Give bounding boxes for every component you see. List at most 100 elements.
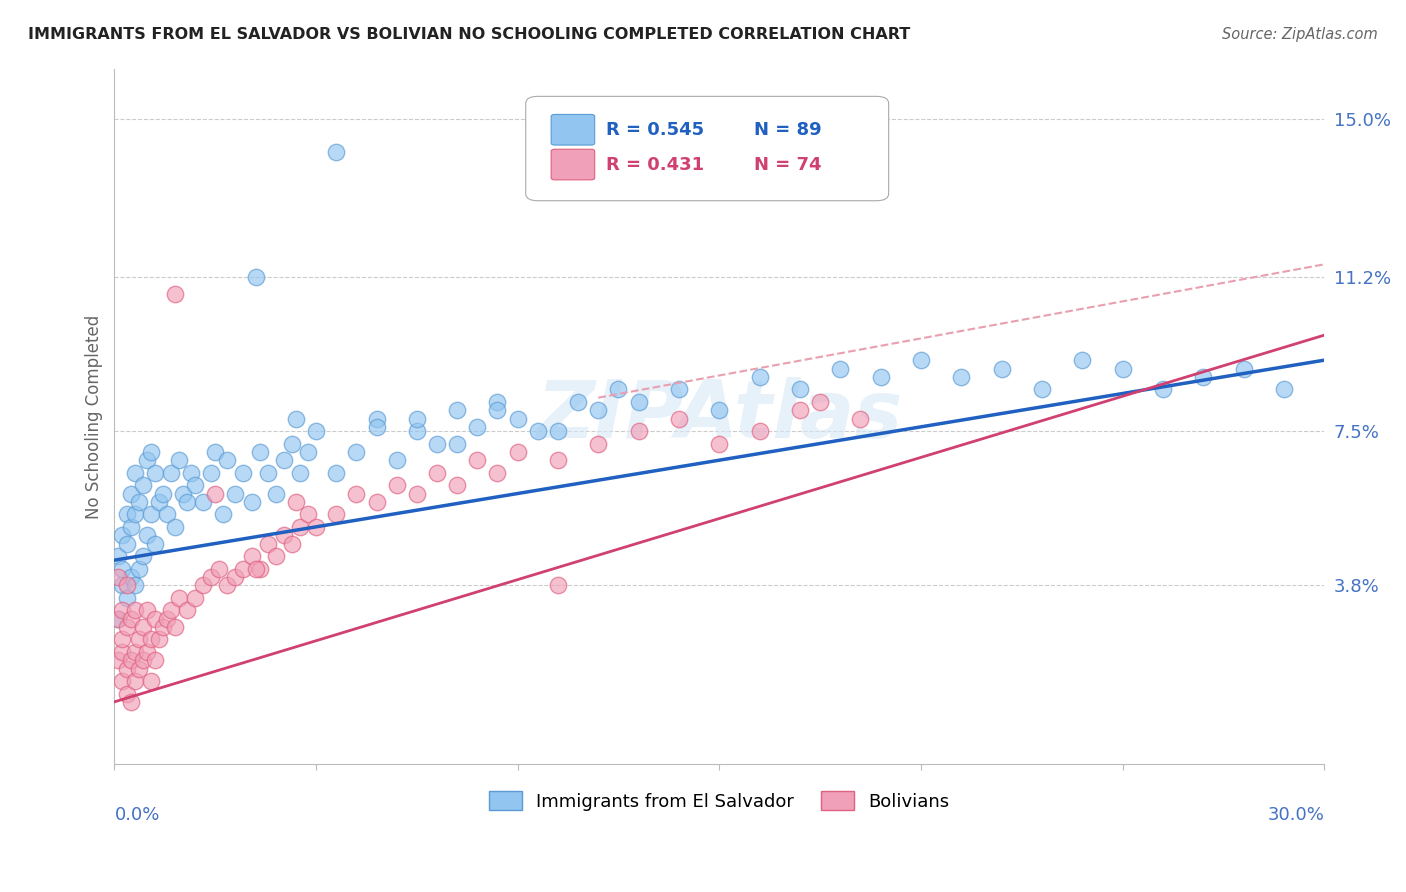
Point [668, 382, 690, 396]
Point [465, 453, 488, 467]
FancyBboxPatch shape [551, 114, 595, 145]
Point [139, 632, 162, 647]
Point [709, 436, 731, 450]
Point [990, 361, 1012, 376]
Point [152, 620, 174, 634]
Point [107, 611, 129, 625]
Point [256, 536, 278, 550]
Point [1152, 382, 1174, 396]
Point [107, 570, 129, 584]
Point [547, 453, 569, 467]
Point [143, 653, 166, 667]
Point [176, 495, 198, 509]
Point [172, 486, 194, 500]
Point [527, 424, 550, 438]
Point [128, 561, 150, 575]
Point [143, 466, 166, 480]
Point [139, 508, 162, 522]
Point [465, 420, 488, 434]
Point [1192, 369, 1215, 384]
Point [547, 578, 569, 592]
Point [325, 466, 347, 480]
Point [588, 436, 610, 450]
Point [366, 495, 388, 509]
Point [325, 145, 347, 159]
Point [111, 645, 134, 659]
Y-axis label: No Schooling Completed: No Schooling Completed [86, 314, 103, 518]
Point [224, 570, 246, 584]
Point [240, 495, 263, 509]
Point [607, 382, 630, 396]
Point [184, 478, 207, 492]
Point [249, 445, 271, 459]
Point [217, 453, 239, 467]
Point [167, 591, 190, 605]
Point [131, 478, 153, 492]
Point [107, 549, 129, 563]
Point [567, 395, 589, 409]
Point [128, 495, 150, 509]
Point [111, 528, 134, 542]
Point [143, 611, 166, 625]
Point [176, 603, 198, 617]
Point [120, 653, 142, 667]
Point [264, 486, 287, 500]
Point [163, 286, 186, 301]
Point [748, 369, 770, 384]
Point [124, 603, 146, 617]
Point [830, 361, 852, 376]
Point [588, 403, 610, 417]
Point [163, 520, 186, 534]
Point [789, 403, 811, 417]
Point [107, 611, 129, 625]
Point [284, 411, 307, 425]
Point [115, 661, 138, 675]
Point [547, 424, 569, 438]
Point [808, 395, 831, 409]
Point [135, 603, 157, 617]
Point [217, 578, 239, 592]
Point [486, 395, 509, 409]
Point [131, 653, 153, 667]
Point [160, 603, 183, 617]
Point [148, 495, 170, 509]
Point [212, 508, 235, 522]
Point [366, 411, 388, 425]
Point [111, 578, 134, 592]
Point [385, 453, 408, 467]
Point [950, 369, 973, 384]
Point [224, 486, 246, 500]
Point [405, 486, 427, 500]
Point [115, 686, 138, 700]
Legend: Immigrants from El Salvador, Bolivians: Immigrants from El Salvador, Bolivians [482, 784, 956, 818]
Point [789, 382, 811, 396]
Point [405, 424, 427, 438]
Point [297, 508, 319, 522]
Point [288, 466, 311, 480]
Point [115, 536, 138, 550]
Point [124, 673, 146, 688]
Point [869, 369, 891, 384]
Text: N = 74: N = 74 [755, 155, 823, 174]
Point [1272, 382, 1295, 396]
Point [245, 269, 267, 284]
Point [486, 466, 509, 480]
Text: 0.0%: 0.0% [114, 806, 160, 824]
Point [200, 570, 222, 584]
Point [264, 549, 287, 563]
Point [273, 528, 295, 542]
Point [249, 561, 271, 575]
Point [1071, 353, 1094, 368]
Point [506, 411, 529, 425]
Point [426, 466, 449, 480]
Point [120, 695, 142, 709]
Point [709, 403, 731, 417]
Text: R = 0.431: R = 0.431 [606, 155, 703, 174]
Point [446, 403, 468, 417]
Point [273, 453, 295, 467]
Point [139, 673, 162, 688]
Point [748, 424, 770, 438]
Point [204, 486, 226, 500]
Point [143, 536, 166, 550]
Point [297, 445, 319, 459]
